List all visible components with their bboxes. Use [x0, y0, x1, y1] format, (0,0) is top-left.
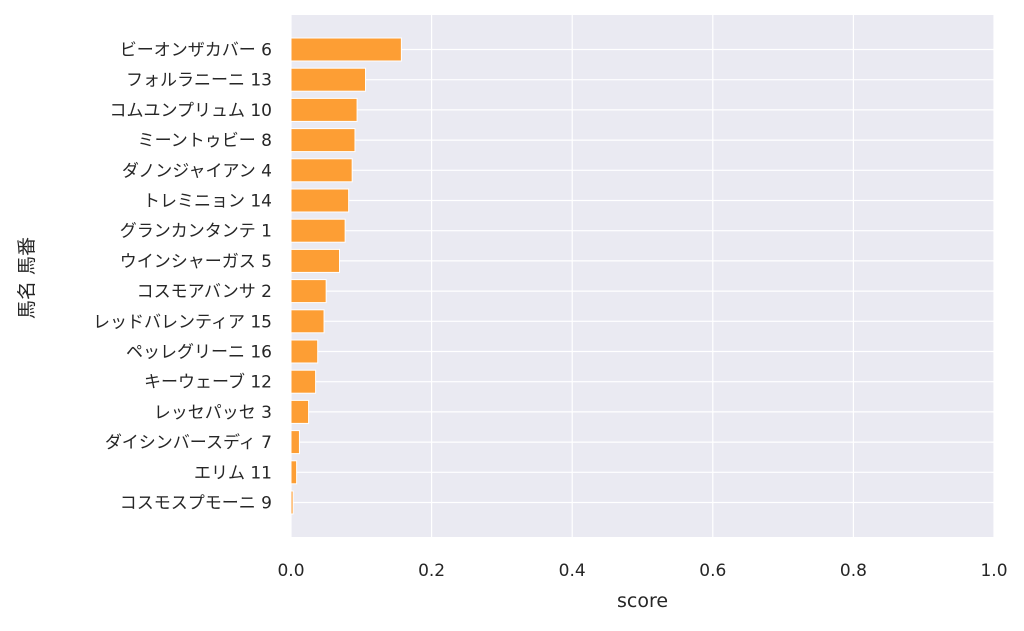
x-axis-title: score [617, 590, 668, 612]
gridlines [290, 15, 995, 537]
x-tick-label: 0.0 [277, 561, 304, 581]
bar [290, 248, 341, 273]
x-tick-labels: 0.0 0.2 0.4 0.6 0.8 1.0 [277, 561, 1007, 581]
bar [290, 430, 300, 455]
bar [290, 128, 356, 153]
x-tick-label: 0.4 [559, 561, 586, 581]
category-label: レッドバレンティア 15 [93, 312, 272, 332]
bar [290, 97, 358, 122]
bar [290, 188, 350, 213]
category-label: キーウェーブ 12 [144, 372, 272, 393]
bar [290, 218, 346, 243]
category-label: ダイシンバースディ 7 [105, 432, 272, 453]
bar [290, 399, 310, 424]
x-tick-label: 0.8 [840, 561, 867, 581]
category-labels: ビーオンザカバー 6 フォルラニーニ 13 コムユンプリュム 10 ミーントゥビー 8… [93, 41, 272, 514]
category-label: ウインシャーガス 5 [120, 252, 272, 272]
category-label: ミーントゥビー 8 [138, 131, 272, 151]
category-label: ビーオンザカバー 6 [120, 41, 272, 61]
category-label: コスモアバンサ 2 [137, 282, 272, 302]
bar [290, 490, 294, 515]
category-label: ダノンジャイアン 4 [122, 161, 272, 181]
bar [290, 369, 317, 394]
category-label: レッセパッセ 3 [154, 403, 272, 423]
category-label: グランカンタンテ 1 [120, 222, 272, 242]
x-tick-label: 0.6 [699, 561, 726, 581]
bar [290, 460, 298, 485]
category-label: トレミニョン 14 [143, 192, 272, 212]
bar [290, 37, 402, 62]
category-label: フォルラニーニ 13 [126, 71, 272, 91]
bar [290, 158, 353, 183]
x-tick-label: 0.2 [418, 561, 445, 581]
bars [290, 37, 402, 515]
bar [290, 309, 325, 334]
category-label: コムユンプリュム 10 [109, 101, 272, 121]
bar [290, 67, 367, 92]
category-label: コスモスプモーニ 9 [120, 494, 272, 514]
category-label: ペッレグリーニ 16 [126, 343, 272, 363]
plot-area [291, 15, 994, 537]
bar [290, 279, 327, 304]
bar [290, 339, 319, 364]
y-axis-title: 馬名 馬番 [16, 237, 38, 319]
x-tick-label: 1.0 [980, 561, 1007, 581]
category-label: エリム 11 [194, 463, 272, 483]
